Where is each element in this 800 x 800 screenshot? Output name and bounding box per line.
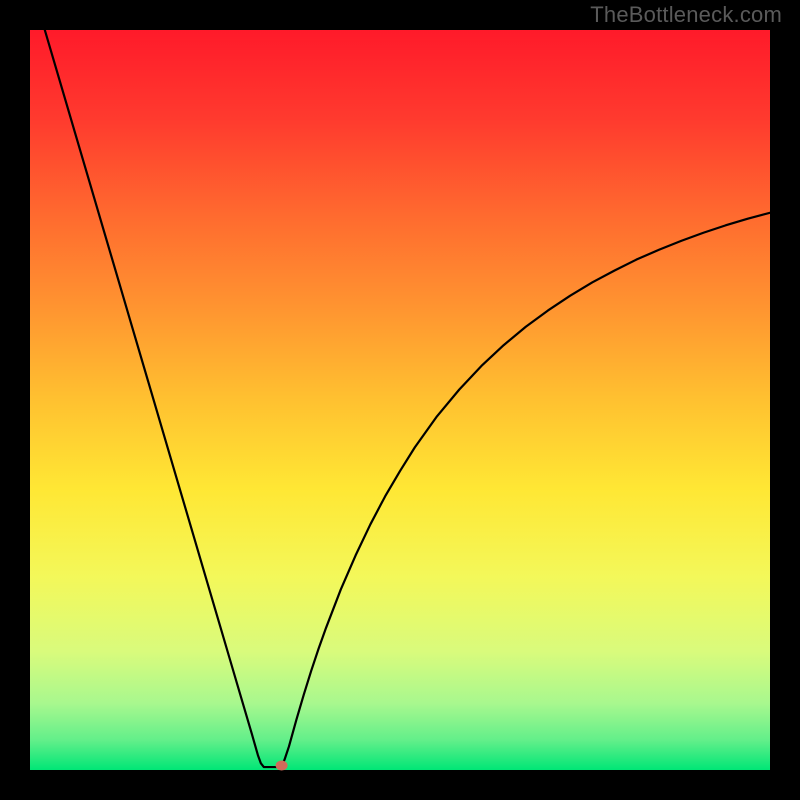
chart-frame: TheBottleneck.com	[0, 0, 800, 800]
watermark-text: TheBottleneck.com	[590, 2, 782, 28]
plot-area	[30, 30, 770, 770]
